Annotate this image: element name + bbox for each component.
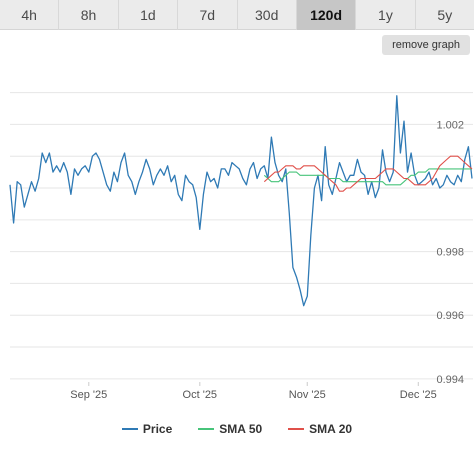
series-line-sma-20 — [263, 155, 473, 192]
range-tab-30d[interactable]: 30d — [238, 0, 297, 30]
x-axis-labels: Sep '25 Oct '25 Nov '25 Dec '25 — [70, 382, 437, 401]
y-tick-label: 1.002 — [436, 119, 464, 131]
range-tabs: 4h 8h 1d 7d 30d 120d 1y 5y — [0, 0, 474, 30]
legend-item-sma-50[interactable]: SMA 50 — [198, 422, 262, 436]
remove-graph-button[interactable]: remove graph — [382, 35, 470, 55]
series-line-price — [9, 95, 473, 307]
legend-item-price[interactable]: Price — [121, 422, 173, 436]
legend-label-sma-20: SMA 20 — [309, 422, 353, 436]
legend-label-price: Price — [142, 422, 173, 436]
x-tick-label: Nov '25 — [289, 389, 326, 401]
range-tab-4h[interactable]: 4h — [0, 0, 60, 30]
range-tab-120d[interactable]: 120d — [296, 0, 357, 30]
y-axis-labels: 0.994 0.996 0.998 1.002 — [436, 119, 464, 385]
chart-legend: Price SMA 50 SMA 20 — [0, 420, 474, 438]
chart-series — [9, 95, 473, 307]
range-tab-1d[interactable]: 1d — [119, 0, 179, 30]
y-tick-label: 0.994 — [436, 374, 464, 386]
x-tick-label: Sep '25 — [70, 389, 107, 401]
legend-swatch-sma-50 — [198, 428, 215, 430]
x-tick-label: Oct '25 — [183, 389, 218, 401]
price-chart[interactable]: 0.994 0.996 0.998 1.002 Sep '25 Oct '25 Nov '… — [0, 58, 474, 410]
range-tab-1y[interactable]: 1y — [356, 0, 416, 30]
chart-grid — [10, 92, 473, 380]
y-tick-label: 0.998 — [436, 247, 464, 259]
legend-item-sma-20[interactable]: SMA 20 — [288, 422, 352, 436]
y-tick-label: 0.996 — [436, 310, 464, 322]
series-line-sma-50 — [263, 168, 472, 186]
legend-swatch-price — [121, 428, 138, 430]
range-tab-8h[interactable]: 8h — [59, 0, 119, 30]
range-tab-5y[interactable]: 5y — [437, 7, 453, 23]
legend-swatch-sma-20 — [288, 428, 305, 430]
legend-label-sma-50: SMA 50 — [219, 422, 263, 436]
x-tick-label: Dec '25 — [400, 389, 437, 401]
range-tab-7d[interactable]: 7d — [178, 0, 238, 30]
